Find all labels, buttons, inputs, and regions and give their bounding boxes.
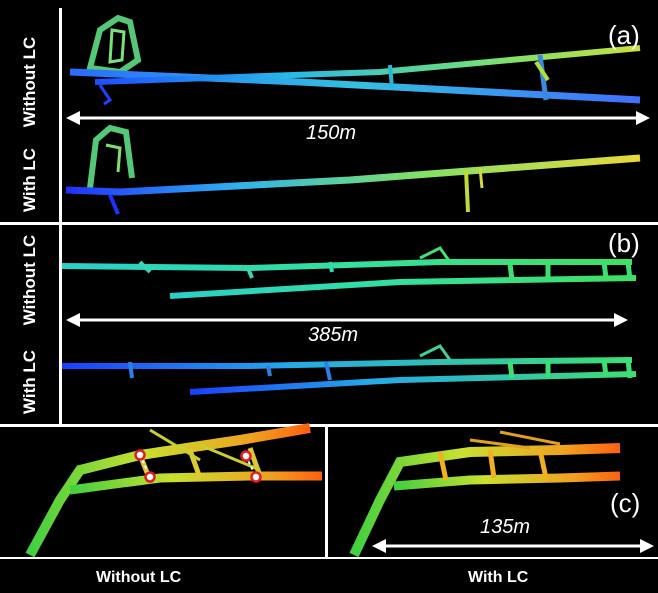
panel-a-scale-arrow <box>66 111 650 125</box>
panel-c-without-lc-cloud <box>25 423 322 558</box>
panel-b-scale-text: 385m <box>308 324 359 346</box>
panel-c-tag: (c) <box>610 488 641 518</box>
panel-a-without-lc-cloud <box>69 14 641 106</box>
panel-a-tag: (a) <box>608 20 640 50</box>
divider-vertical-left <box>59 8 62 424</box>
panel-b-tag: (b) <box>608 228 640 258</box>
panel-c-label-with-lc: With LC <box>468 569 529 586</box>
divider-bottom-bar <box>0 557 658 559</box>
panel-b-with-lc-cloud <box>62 344 637 395</box>
panel-b-scale-arrow <box>66 313 628 327</box>
divider-c-split <box>325 426 328 558</box>
panel-c-label-without-lc: Without LC <box>96 569 182 586</box>
panel-c-with-lc-cloud <box>349 430 621 558</box>
panel-c-scale-arrow <box>372 539 654 553</box>
divider-b-c <box>0 424 658 427</box>
panel-c-scale-text: 135m <box>480 516 531 538</box>
panel-a-scale-text: 150m <box>306 122 357 144</box>
panel-b-without-lc-cloud <box>61 246 637 299</box>
panel-a-with-lc-cloud <box>65 124 641 215</box>
divider-a-b <box>0 222 658 225</box>
